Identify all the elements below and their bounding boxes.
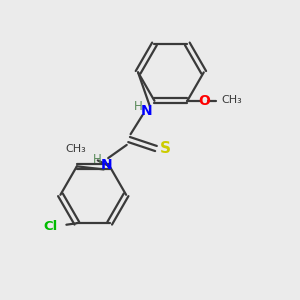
Text: N: N: [100, 158, 112, 172]
Text: N: N: [141, 104, 153, 118]
Text: Cl: Cl: [44, 220, 58, 233]
Text: O: O: [198, 94, 210, 108]
Text: CH₃: CH₃: [222, 95, 242, 105]
Text: H: H: [134, 100, 142, 112]
Text: H: H: [92, 153, 101, 167]
Text: CH₃: CH₃: [65, 144, 86, 154]
Text: S: S: [160, 141, 171, 156]
